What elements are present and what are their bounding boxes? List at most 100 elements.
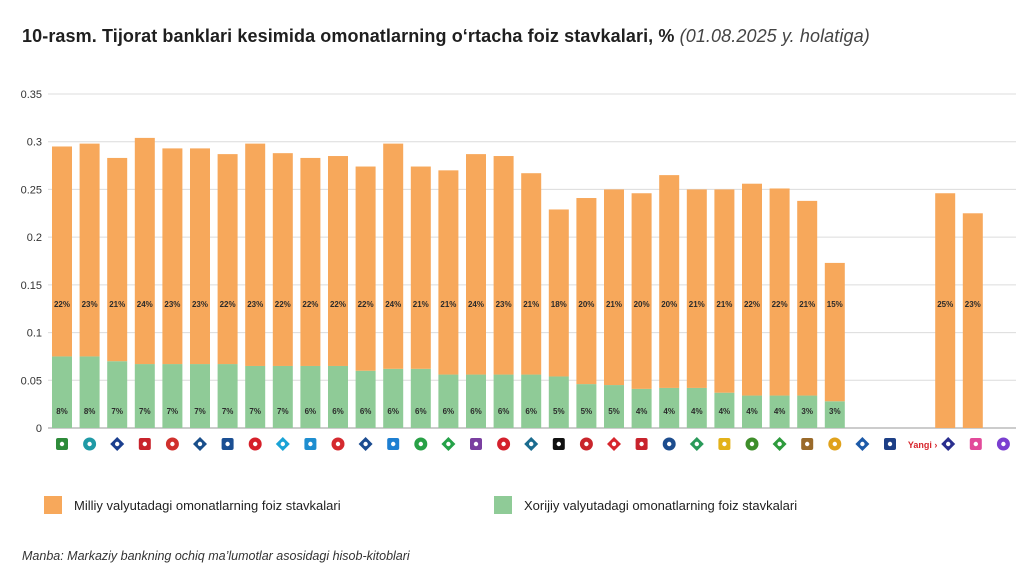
data-label-foreign: 7% (167, 407, 179, 416)
bar-foreign (714, 392, 735, 428)
purple-badge-icon (996, 437, 1010, 451)
letter-a-icon (941, 437, 956, 451)
bar-national (190, 148, 210, 365)
data-label-foreign: 8% (84, 407, 96, 416)
bar-foreign (521, 374, 542, 428)
red-diamond-icon (331, 437, 345, 451)
bar-foreign (245, 365, 266, 428)
chart-title-main: 10-rasm. Tijorat banklari kesimida omona… (22, 26, 675, 46)
red-block-icon (248, 437, 262, 451)
triangle-a-icon (387, 438, 400, 450)
bar-national (686, 189, 707, 388)
data-label-national: 21% (716, 300, 732, 309)
data-label-foreign: 7% (194, 407, 206, 416)
green-square-icon (441, 437, 456, 451)
data-label-foreign: 7% (277, 407, 289, 416)
green-star-icon (745, 437, 759, 451)
data-label-foreign: 6% (360, 407, 372, 416)
bar-national (824, 262, 845, 402)
data-label-national: 20% (578, 300, 594, 309)
data-label-foreign: 4% (663, 407, 675, 416)
bar-national (604, 189, 624, 386)
square-q-icon (138, 438, 151, 450)
data-label-national: 22% (772, 300, 788, 309)
legend-swatch-foreign (494, 496, 512, 514)
bar-national (769, 188, 790, 396)
svg-text:Yangi ›: Yangi › (908, 440, 938, 450)
stripes-globe-icon (221, 438, 234, 450)
blue-diamond-icon (855, 437, 870, 451)
data-label-national: 20% (634, 300, 650, 309)
data-label-national: 24% (137, 300, 153, 309)
data-label-foreign: 6% (470, 407, 482, 416)
bar-foreign (769, 395, 790, 428)
data-label-national: 22% (54, 300, 70, 309)
bar-foreign (576, 384, 597, 428)
data-label-foreign: 7% (111, 407, 123, 416)
bar-foreign (493, 374, 514, 428)
data-label-national: 21% (689, 300, 705, 309)
bar-national (134, 137, 155, 365)
ring-icon (358, 437, 373, 451)
y-tick-label: 0.3 (27, 137, 42, 149)
legend-swatch-national (44, 496, 62, 514)
y-tick-label: 0 (36, 423, 42, 435)
chart-title-date: (01.08.2025 y. holatiga) (679, 26, 870, 46)
infinity-icon (552, 438, 565, 450)
data-label-national: 22% (220, 300, 236, 309)
dolphin-icon (275, 437, 290, 451)
bar-foreign (797, 395, 818, 428)
tower-icon (110, 437, 125, 451)
data-label-foreign: 8% (56, 407, 68, 416)
bar-foreign (438, 374, 459, 428)
bar-national (659, 175, 680, 388)
data-label-foreign: 6% (443, 407, 455, 416)
bar-foreign (79, 356, 100, 428)
bar-national (466, 154, 486, 375)
green-h-icon (414, 437, 428, 451)
bar-national (217, 154, 238, 365)
data-label-national: 22% (275, 300, 291, 309)
bar-foreign (162, 364, 183, 428)
bar-foreign (52, 356, 72, 428)
bar-national (272, 153, 293, 366)
bar-national (410, 166, 431, 369)
stacked-bar-chart: 0 0.05 0.1 0.15 0.2 0.25 0.3 0.35 8% 22% 8% 23% 7% 21… (21, 89, 1016, 451)
sail-icon (689, 437, 704, 451)
purple-diamond-icon (470, 438, 482, 450)
data-label-national: 15% (827, 300, 843, 309)
bar-foreign (631, 388, 652, 428)
pink-swirl-icon (969, 438, 982, 450)
yellow-stripes-icon (718, 438, 731, 450)
roof-icon (304, 438, 317, 450)
data-label-national: 23% (965, 300, 981, 309)
y-tick-label: 0.15 (21, 280, 42, 292)
bar-national (355, 166, 376, 371)
data-label-national: 21% (109, 300, 125, 309)
y-tick-label: 0.2 (27, 232, 42, 244)
data-label-national: 22% (330, 300, 346, 309)
bar-national (383, 143, 404, 369)
bar-national (576, 198, 597, 385)
data-label-national: 18% (551, 300, 567, 309)
data-label-foreign: 6% (525, 407, 537, 416)
bar-national (493, 156, 514, 375)
bar-foreign (300, 365, 321, 428)
data-label-foreign: 4% (746, 407, 758, 416)
tree-y-icon (524, 437, 539, 451)
bar-foreign (548, 376, 569, 428)
chart-title: 10-rasm. Tijorat banklari kesimida omona… (22, 26, 870, 47)
bar-foreign (604, 385, 624, 428)
swirl-g-icon (165, 437, 179, 451)
diamond-chain-icon (83, 437, 97, 451)
data-label-foreign: 5% (553, 407, 565, 416)
data-label-national: 21% (523, 300, 539, 309)
bar-foreign (659, 387, 680, 428)
red-slash-icon (607, 437, 621, 451)
data-label-foreign: 7% (139, 407, 151, 416)
data-label-national: 23% (164, 300, 180, 309)
data-label-foreign: 6% (498, 407, 510, 416)
bar-national (438, 170, 459, 375)
red-arrow-box-icon (497, 437, 511, 451)
sun-ring-icon (828, 437, 842, 451)
